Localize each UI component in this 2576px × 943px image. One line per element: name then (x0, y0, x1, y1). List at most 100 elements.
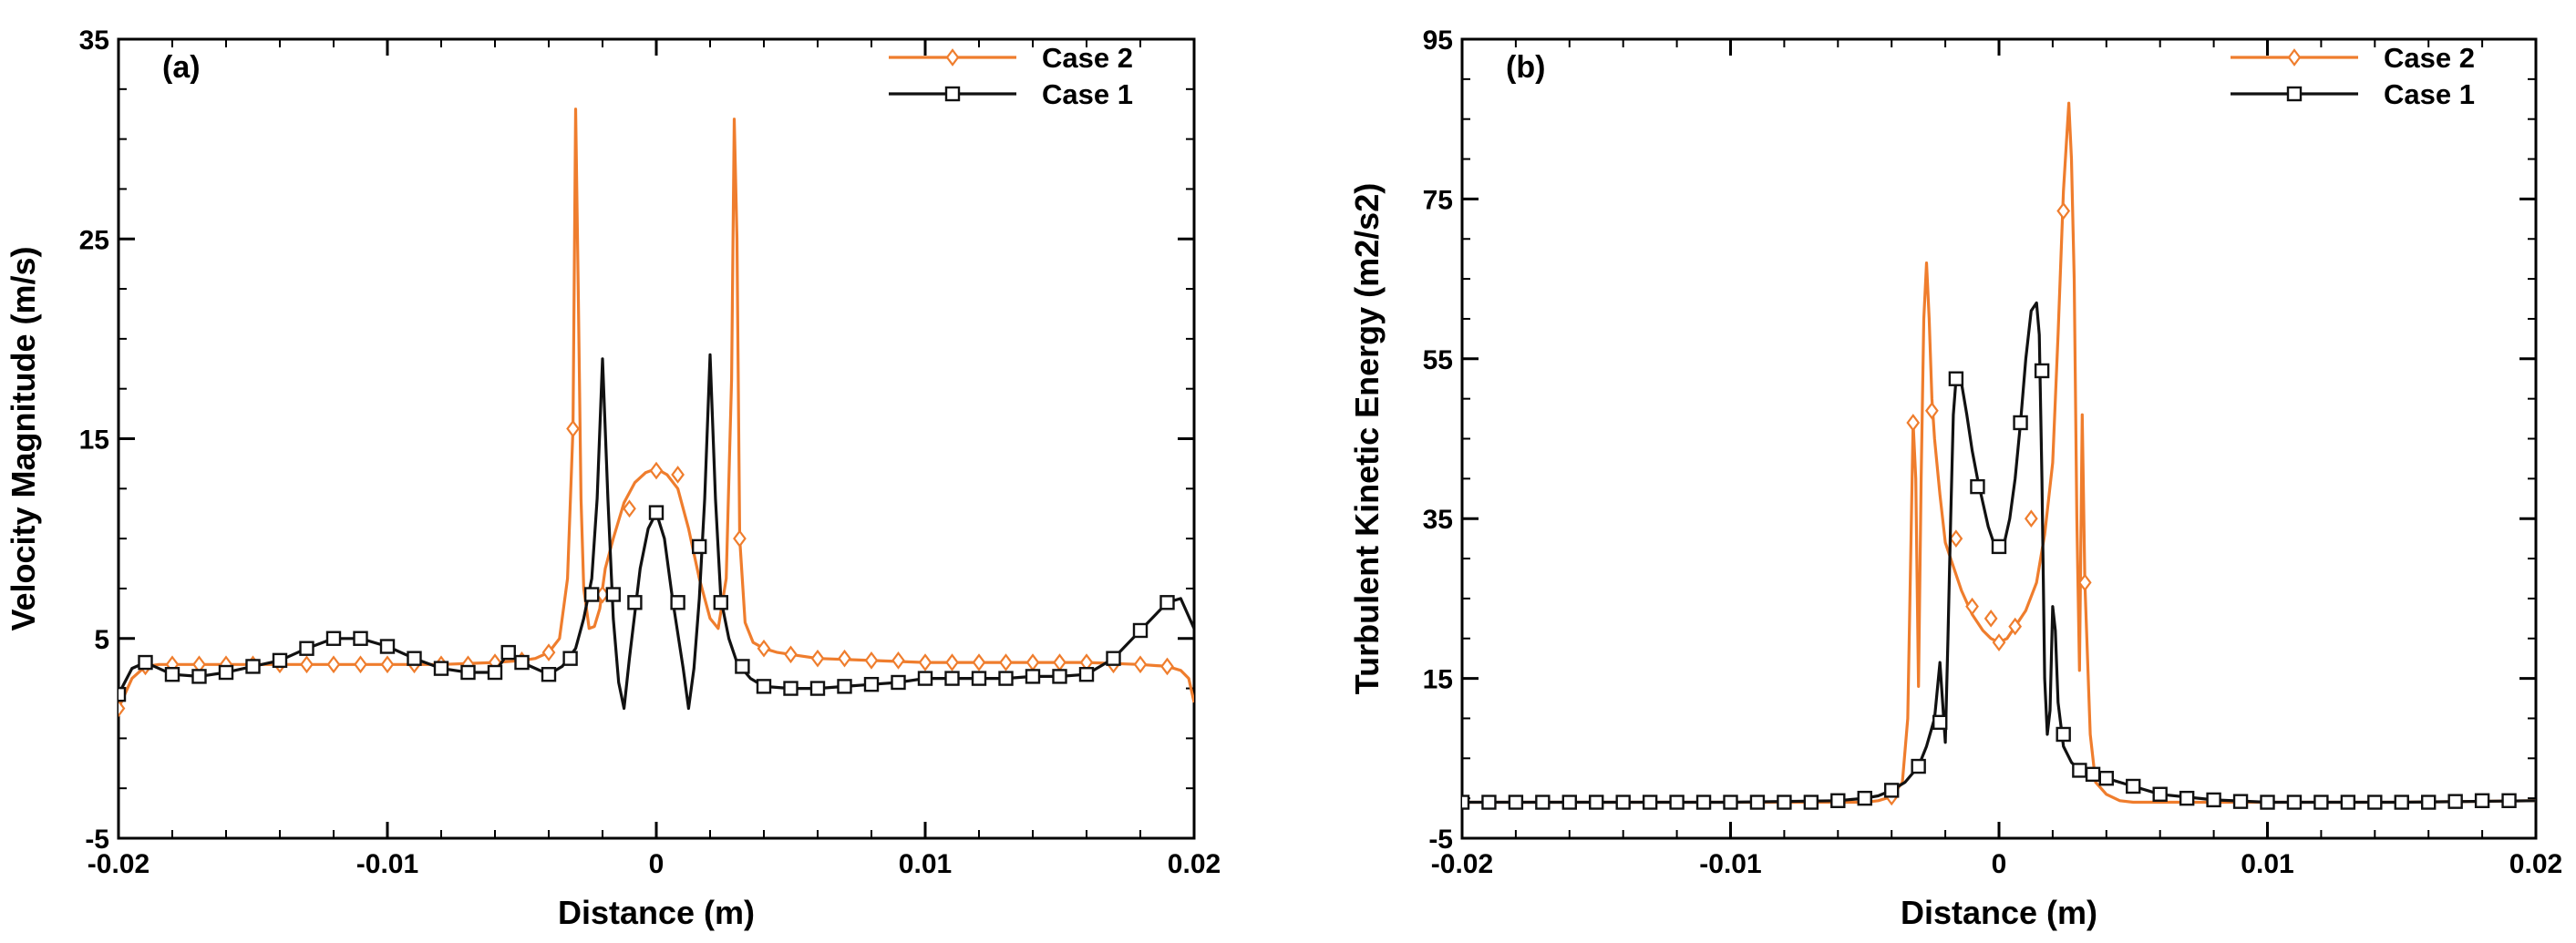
data-point-diamond (380, 655, 395, 674)
data-point-square (1535, 794, 1551, 810)
data-point-square (2367, 794, 2383, 810)
data-point-square (325, 630, 342, 646)
data-point-square (713, 595, 728, 610)
data-point-square (2232, 794, 2249, 809)
data-point-square (191, 669, 207, 684)
data-point-diamond (945, 653, 959, 671)
data-point-square (2420, 794, 2437, 810)
legend-marker (2286, 86, 2303, 102)
data-point-square (245, 659, 261, 674)
data-point-square (605, 587, 621, 602)
data-point-diamond (810, 649, 825, 668)
x-tick-label: 0.02 (1168, 849, 1221, 879)
data-point-square (2013, 415, 2028, 431)
x-tick-label: 0 (649, 849, 665, 879)
data-point-diamond (2024, 509, 2038, 528)
data-point-diamond (2008, 617, 2023, 636)
data-point-square (138, 654, 153, 671)
legend-item: Case 2 (2231, 42, 2475, 74)
data-point-diamond (1053, 653, 1066, 671)
data-point-square (379, 639, 396, 654)
data-point-square (2126, 778, 2141, 794)
data-point-square (1052, 669, 1067, 684)
panel-label: (a) (162, 50, 201, 85)
data-point-square (1025, 669, 1041, 684)
data-point-square (218, 664, 234, 681)
data-point-square (2072, 763, 2087, 778)
legend-label: Case 1 (1042, 78, 1133, 110)
data-point-diamond (1949, 529, 1963, 548)
data-point-diamond (864, 651, 879, 670)
data-point-diamond (972, 653, 986, 671)
data-point-diamond (1160, 657, 1174, 676)
data-point-diamond (2056, 201, 2071, 220)
y-tick-label: 35 (1423, 505, 1453, 535)
data-point-square (1857, 790, 1872, 806)
data-point-square (1642, 794, 1658, 810)
data-point-square (1749, 794, 1766, 810)
y-tick-label: -5 (85, 825, 109, 855)
x-tick-label: 0 (1992, 849, 2007, 879)
data-point-square (1803, 794, 1819, 810)
data-point-square (272, 652, 288, 669)
data-point-diamond (891, 651, 905, 670)
data-point-square (1561, 794, 1578, 810)
data-point-square (353, 630, 368, 646)
data-point-square (2447, 794, 2463, 809)
data-point-square (1970, 478, 1985, 495)
data-point-square (944, 671, 960, 686)
data-point-square (1723, 794, 1738, 810)
data-point-square (1932, 714, 1948, 731)
data-point-diamond (733, 529, 747, 548)
data-point-square (1948, 371, 1964, 386)
data-point-square (562, 651, 578, 666)
y-tick-label: 95 (1423, 26, 1453, 56)
data-point-square (735, 659, 750, 674)
data-point-diamond (1992, 633, 2006, 651)
x-tick-label: 0.01 (2241, 849, 2293, 879)
y-tick-label: -5 (1428, 825, 1453, 855)
data-point-square (2206, 792, 2221, 808)
data-point-diamond (118, 699, 126, 718)
data-point-diamond (541, 643, 556, 661)
data-point-square (1911, 758, 1926, 774)
series-line (118, 108, 1194, 710)
legend: Case 2 Case 1 (2231, 42, 2475, 110)
data-point-diamond (1133, 655, 1148, 674)
legend-label: Case 2 (2384, 42, 2475, 74)
data-point-square (1669, 794, 1685, 810)
data-point-square (692, 538, 707, 555)
data-point-square (1777, 794, 1792, 810)
data-point-square (2501, 793, 2517, 808)
data-point-square (1106, 651, 1121, 666)
legend-item: Case 1 (889, 78, 1133, 110)
y-tick-label: 55 (1423, 345, 1453, 375)
data-point-square (164, 667, 180, 682)
data-point-square (1695, 794, 1712, 810)
data-point-square (2085, 766, 2101, 783)
legend-item: Case 1 (2231, 78, 2475, 110)
data-point-square (500, 644, 516, 661)
data-point-square (1508, 794, 1524, 810)
y-tick-label: 25 (79, 225, 109, 255)
series-line (118, 353, 1194, 711)
data-point-square (2340, 794, 2356, 810)
data-point-square (998, 671, 1014, 686)
data-point-diamond (2077, 573, 2092, 592)
x-tick-label: -0.02 (1431, 849, 1493, 879)
data-point-square (2474, 793, 2490, 808)
series-case-1 (1462, 301, 2536, 810)
x-tick-label: -0.01 (356, 849, 418, 879)
data-point-square (1078, 667, 1095, 682)
data-point-diamond (566, 419, 580, 438)
data-point-square (756, 679, 772, 694)
x-tick-label: 0.01 (899, 849, 952, 879)
data-point-diamond (1025, 653, 1040, 671)
data-point-square (1883, 783, 1900, 798)
data-point-square (433, 661, 449, 676)
panel-label: (b) (1506, 50, 1545, 85)
data-point-square (1481, 794, 1497, 810)
data-point-square (2286, 794, 2303, 810)
data-point-square (460, 664, 476, 681)
legend-item: Case 2 (889, 42, 1133, 74)
